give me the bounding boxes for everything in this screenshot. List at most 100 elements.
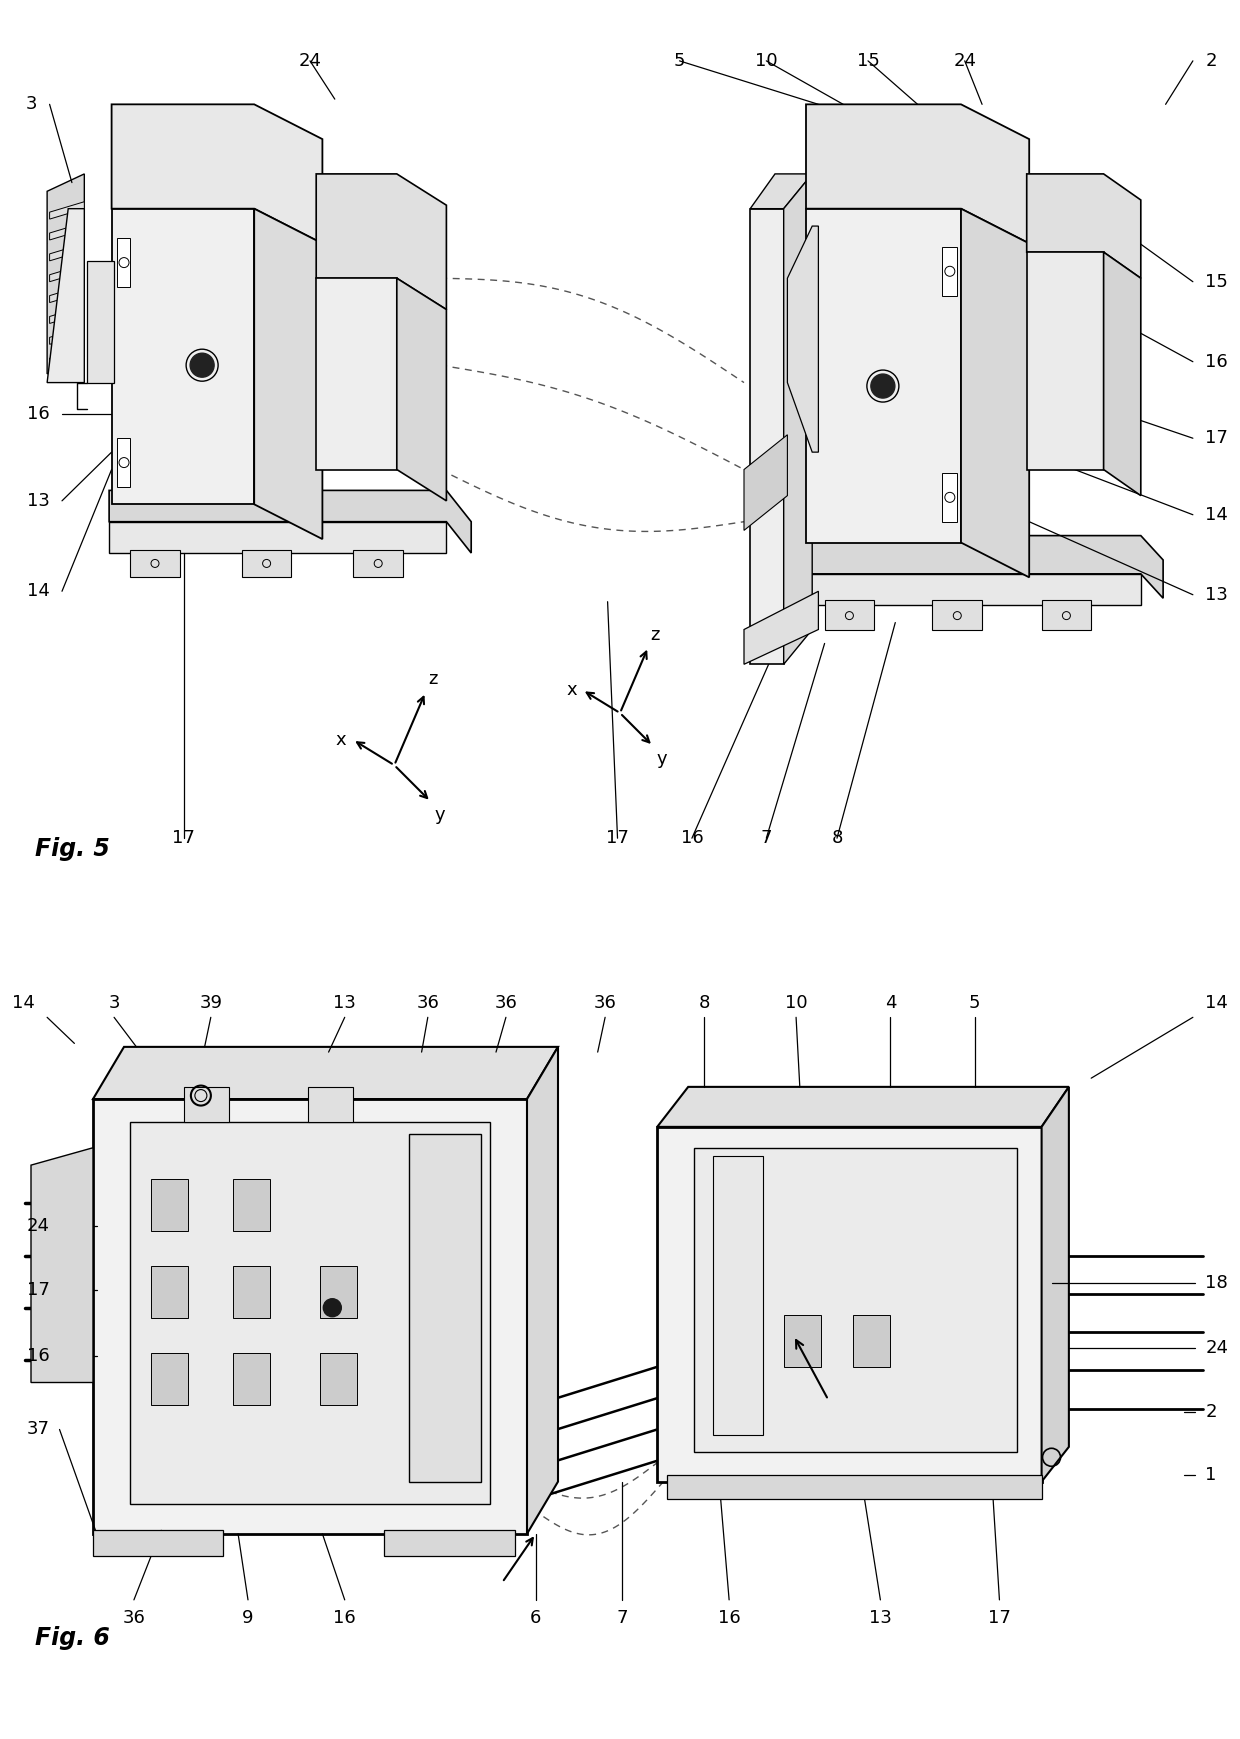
- Polygon shape: [717, 1315, 754, 1367]
- Polygon shape: [750, 209, 784, 664]
- Text: 10: 10: [785, 995, 807, 1012]
- Text: 39: 39: [200, 995, 222, 1012]
- Polygon shape: [316, 278, 397, 470]
- Text: 7: 7: [616, 1609, 629, 1626]
- Text: 13: 13: [869, 1609, 892, 1626]
- Polygon shape: [1027, 174, 1141, 278]
- Polygon shape: [784, 174, 812, 664]
- Text: 36: 36: [594, 995, 616, 1012]
- Text: 15: 15: [1205, 273, 1228, 290]
- Polygon shape: [254, 209, 322, 539]
- Polygon shape: [384, 1530, 515, 1556]
- Text: 7: 7: [760, 830, 773, 847]
- Polygon shape: [233, 1179, 270, 1231]
- Polygon shape: [151, 1266, 188, 1318]
- Polygon shape: [50, 243, 84, 261]
- Polygon shape: [1042, 600, 1091, 630]
- Polygon shape: [657, 1087, 1069, 1127]
- Polygon shape: [117, 438, 130, 487]
- Text: Fig. 5: Fig. 5: [35, 836, 109, 861]
- Polygon shape: [151, 1353, 188, 1405]
- Polygon shape: [853, 1315, 890, 1367]
- Polygon shape: [320, 1266, 357, 1318]
- Polygon shape: [806, 104, 1029, 243]
- Text: 10: 10: [755, 52, 777, 70]
- Text: z: z: [651, 626, 660, 643]
- Polygon shape: [50, 285, 84, 303]
- Text: 24: 24: [1205, 1339, 1229, 1356]
- Polygon shape: [50, 264, 84, 282]
- Text: 3: 3: [26, 96, 37, 113]
- Text: 14: 14: [1205, 995, 1228, 1012]
- Polygon shape: [942, 473, 957, 522]
- Text: 5: 5: [968, 995, 981, 1012]
- Text: 16: 16: [1205, 353, 1228, 370]
- Text: 16: 16: [681, 830, 703, 847]
- Polygon shape: [93, 1530, 223, 1556]
- Text: 16: 16: [334, 1609, 356, 1626]
- Text: 24: 24: [954, 52, 976, 70]
- Polygon shape: [744, 435, 787, 530]
- Polygon shape: [397, 278, 446, 501]
- Polygon shape: [316, 174, 446, 310]
- Polygon shape: [130, 550, 180, 577]
- Text: 2: 2: [1205, 1403, 1216, 1421]
- Text: 6: 6: [529, 1609, 542, 1626]
- Polygon shape: [50, 348, 84, 365]
- Polygon shape: [320, 1353, 357, 1405]
- Polygon shape: [93, 1047, 558, 1099]
- Polygon shape: [694, 1148, 1017, 1452]
- Circle shape: [870, 374, 895, 398]
- Polygon shape: [942, 247, 957, 296]
- Polygon shape: [657, 1127, 1042, 1482]
- Polygon shape: [806, 209, 961, 543]
- Text: 16: 16: [27, 405, 50, 423]
- Text: 36: 36: [123, 1609, 145, 1626]
- Text: 24: 24: [299, 52, 321, 70]
- Polygon shape: [1104, 252, 1141, 496]
- Text: 16: 16: [718, 1609, 740, 1626]
- Polygon shape: [961, 209, 1029, 577]
- Polygon shape: [47, 209, 84, 383]
- Text: 2: 2: [1205, 52, 1216, 70]
- Polygon shape: [667, 1475, 1042, 1499]
- Polygon shape: [109, 522, 446, 553]
- Polygon shape: [184, 1087, 229, 1122]
- Polygon shape: [242, 550, 291, 577]
- Polygon shape: [130, 1122, 490, 1504]
- Polygon shape: [87, 261, 114, 383]
- Polygon shape: [233, 1353, 270, 1405]
- Polygon shape: [50, 202, 84, 219]
- Text: 18: 18: [1205, 1275, 1228, 1292]
- Polygon shape: [109, 490, 471, 553]
- Polygon shape: [117, 238, 130, 287]
- Text: 3: 3: [108, 995, 120, 1012]
- Polygon shape: [527, 1047, 558, 1534]
- Text: 37: 37: [26, 1421, 50, 1438]
- Text: y: y: [657, 750, 667, 769]
- Text: 14: 14: [12, 995, 35, 1012]
- Polygon shape: [47, 174, 84, 374]
- Circle shape: [190, 353, 215, 377]
- Text: 1: 1: [1205, 1466, 1216, 1483]
- Text: y: y: [435, 807, 445, 824]
- Polygon shape: [1027, 252, 1104, 470]
- Text: 36: 36: [417, 995, 439, 1012]
- Text: x: x: [565, 682, 577, 699]
- Text: 9: 9: [242, 1609, 254, 1626]
- Text: 13: 13: [1205, 586, 1228, 603]
- Text: 4: 4: [884, 995, 897, 1012]
- Polygon shape: [93, 1099, 527, 1534]
- Text: 13: 13: [334, 995, 356, 1012]
- Polygon shape: [50, 327, 84, 344]
- Circle shape: [324, 1299, 341, 1316]
- Text: 17: 17: [1205, 430, 1228, 447]
- Polygon shape: [744, 591, 818, 664]
- Polygon shape: [804, 536, 1163, 598]
- Polygon shape: [233, 1266, 270, 1318]
- Polygon shape: [353, 550, 403, 577]
- Polygon shape: [409, 1134, 481, 1482]
- Polygon shape: [932, 600, 982, 630]
- Text: 14: 14: [27, 583, 50, 600]
- Polygon shape: [50, 223, 84, 240]
